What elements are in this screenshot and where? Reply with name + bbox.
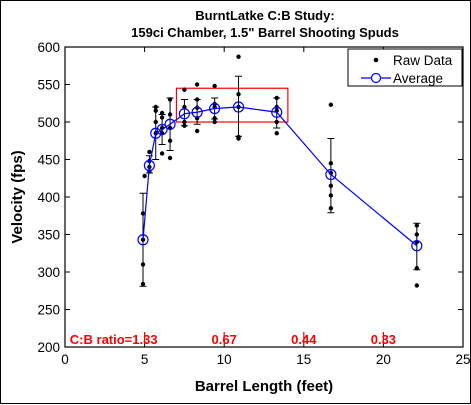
average-point xyxy=(325,168,337,181)
average-point xyxy=(232,101,245,113)
raw-data-point xyxy=(212,119,217,125)
raw-data-point xyxy=(159,110,165,116)
x-tick-label: 0 xyxy=(61,352,69,367)
raw-data-point xyxy=(194,82,200,87)
average-point xyxy=(411,240,423,252)
raw-data-point xyxy=(194,97,200,102)
raw-data-point xyxy=(328,161,334,166)
raw-data-point xyxy=(274,95,279,101)
raw-data-point xyxy=(140,281,146,287)
raw-data-point xyxy=(153,119,158,125)
raw-data-point xyxy=(159,151,165,156)
raw-data-point xyxy=(328,193,334,198)
x-tick-label: 5 xyxy=(141,352,149,367)
raw-data-point xyxy=(167,97,173,102)
raw-data-point xyxy=(212,116,217,121)
legend-raw-data-label: Raw Data xyxy=(393,53,453,68)
raw-data-point xyxy=(414,266,420,271)
raw-data-point xyxy=(274,131,279,136)
raw-data-point xyxy=(167,155,173,161)
raw-data-point xyxy=(147,149,152,155)
raw-data-point xyxy=(236,54,241,59)
raw-data-point xyxy=(194,128,200,134)
average-point xyxy=(137,234,149,246)
raw-data-point xyxy=(167,112,173,117)
raw-data-point xyxy=(328,206,334,211)
y-tick-label: 600 xyxy=(37,40,60,55)
raw-data-point xyxy=(328,102,334,107)
y-tick-label: 450 xyxy=(37,153,60,168)
x-tick-label: 20 xyxy=(376,352,391,367)
data-marks xyxy=(137,54,423,288)
y-tick-label: 500 xyxy=(37,115,60,130)
x-tick-label: 10 xyxy=(217,352,232,367)
legend-box xyxy=(347,48,463,87)
raw-data-point xyxy=(182,119,187,125)
chart-title-line-2: 159ci Chamber, 1.5" Barrel Shooting Spud… xyxy=(131,25,399,40)
highlight-box xyxy=(175,87,289,123)
legend-raw-data-marker xyxy=(373,57,379,63)
legend-average-label: Average xyxy=(393,71,443,86)
x-axis-label: Barrel Length (feet) xyxy=(195,378,333,395)
ratio-label: 0.33 xyxy=(371,332,396,347)
raw-data-point xyxy=(328,183,334,188)
average-point xyxy=(156,123,168,136)
average-point xyxy=(164,118,176,130)
raw-data-point xyxy=(236,92,241,97)
raw-data-point xyxy=(159,115,165,120)
average-point xyxy=(150,127,162,139)
x-tick-label: 15 xyxy=(296,352,311,367)
plot-area xyxy=(64,46,464,348)
axis-ticks: 0 5 10 15 20 25 200 250 300 350 400 450 500 550 600 xyxy=(37,40,470,367)
raw-data-point xyxy=(167,138,173,143)
raw-data-point xyxy=(142,173,147,179)
y-tick-label: 400 xyxy=(37,190,60,205)
raw-data-point xyxy=(414,232,420,237)
plot-overlays: C:B ratio=1.33 0.67 0.44 0.33 xyxy=(70,87,396,347)
raw-data-point xyxy=(182,123,187,128)
raw-data-point xyxy=(140,262,146,267)
average-point xyxy=(143,159,155,172)
ratio-label: 0.44 xyxy=(291,332,317,347)
average-point xyxy=(271,106,283,118)
raw-data-point xyxy=(153,104,158,110)
raw-data-point xyxy=(414,223,420,228)
raw-data-point xyxy=(182,87,187,92)
y-tick-label: 350 xyxy=(37,228,60,243)
raw-data-point xyxy=(153,108,158,113)
average-point xyxy=(191,106,203,118)
raw-data-point xyxy=(212,83,217,89)
average-point xyxy=(178,108,190,120)
raw-data-point xyxy=(414,283,420,288)
raw-data-point xyxy=(140,211,146,216)
raw-data-point xyxy=(182,104,187,110)
y-axis-label: Velocity (fps) xyxy=(9,150,26,243)
y-tick-label: 200 xyxy=(37,340,60,355)
ratio-label: C:B ratio=1.33 xyxy=(70,332,158,347)
average-point xyxy=(209,102,221,115)
raw-data-point xyxy=(236,134,241,140)
y-tick-label: 550 xyxy=(37,78,60,93)
y-tick-label: 300 xyxy=(37,265,60,280)
chart-title-line-1: BurntLatke C:B Study: xyxy=(195,8,334,23)
legend-average-marker xyxy=(370,72,382,84)
y-tick-label: 250 xyxy=(37,303,60,318)
legend: Raw Data Average xyxy=(347,48,463,87)
x-tick-label: 25 xyxy=(455,352,470,367)
raw-data-point xyxy=(274,119,279,125)
ratio-label: 0.67 xyxy=(212,332,237,347)
